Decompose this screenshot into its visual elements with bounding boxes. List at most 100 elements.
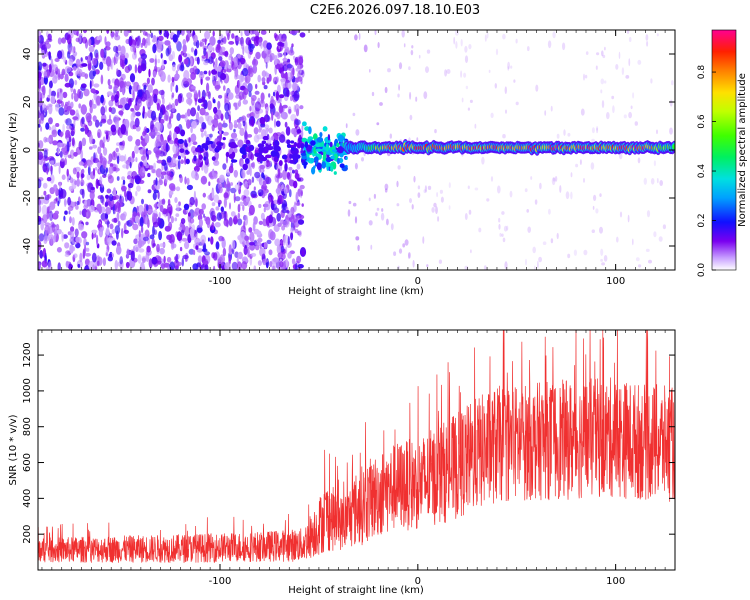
heatmap-cell xyxy=(154,88,158,93)
heatmap-cell xyxy=(57,37,62,45)
heatmap-cell xyxy=(130,44,136,53)
heatmap-cell xyxy=(100,118,107,124)
heatmap-cell xyxy=(384,183,389,190)
heatmap-cell xyxy=(225,155,229,164)
heatmap-cell xyxy=(135,97,138,106)
heatmap-cell xyxy=(172,34,178,43)
snr-y-label: SNR (10 * v/v) xyxy=(8,414,19,485)
heatmap-cell xyxy=(107,160,111,165)
heatmap-cell xyxy=(126,175,132,180)
heatmap-cell xyxy=(114,201,121,213)
heatmap-cell xyxy=(179,246,183,252)
heatmap-cell xyxy=(635,257,640,262)
heatmap-cell xyxy=(157,58,161,64)
heatmap-cell xyxy=(158,177,162,184)
heatmap-cell xyxy=(295,262,298,270)
heatmap-cell xyxy=(132,245,136,252)
heatmap-cell xyxy=(282,220,288,228)
heatmap-cell xyxy=(583,73,585,81)
heatmap-cell xyxy=(73,88,76,95)
heatmap-cell xyxy=(289,159,295,164)
spectrogram-heatmap xyxy=(38,30,675,270)
heatmap-cell xyxy=(245,37,252,46)
heatmap-cell xyxy=(552,177,556,182)
heatmap-cell xyxy=(90,88,96,94)
heatmap-cell xyxy=(244,130,248,141)
heatmap-cell xyxy=(92,57,97,66)
heatmap-cell xyxy=(439,189,443,194)
heatmap-cell xyxy=(228,92,234,100)
heatmap-cell xyxy=(253,127,259,135)
heatmap-cell xyxy=(446,69,451,74)
heatmap-cell xyxy=(70,226,75,233)
heatmap-cell xyxy=(241,169,246,178)
heatmap-cell xyxy=(339,163,345,168)
heatmap-cell xyxy=(125,261,130,269)
heatmap-cell xyxy=(155,177,158,187)
heatmap-cell xyxy=(217,122,223,132)
heatmap-cell xyxy=(643,177,647,185)
heatmap-cell xyxy=(75,58,81,67)
heatmap-cell xyxy=(209,133,213,138)
heatmap-cell xyxy=(601,262,605,266)
heatmap-cell xyxy=(52,75,58,84)
heatmap-cell xyxy=(542,241,547,245)
heatmap-cell xyxy=(168,183,176,191)
heatmap-cell xyxy=(481,156,485,165)
heatmap-cell xyxy=(273,199,278,205)
heatmap-cell xyxy=(179,175,183,184)
heatmap-cell xyxy=(580,108,585,116)
heatmap-cell xyxy=(412,260,415,268)
heatmap-cell xyxy=(182,254,189,260)
heatmap-cell xyxy=(119,256,123,265)
heatmap-cell xyxy=(505,109,507,114)
y-tick-label: 600 xyxy=(22,453,33,472)
heatmap-cell xyxy=(304,141,309,149)
heatmap-cell xyxy=(286,139,291,145)
heatmap-cell xyxy=(265,176,272,185)
heatmap-cell xyxy=(124,65,131,74)
heatmap-cell xyxy=(126,248,130,258)
heatmap-cell xyxy=(294,103,300,113)
heatmap-cell xyxy=(111,218,119,223)
heatmap-cell xyxy=(425,66,429,73)
heatmap-cell xyxy=(256,134,263,140)
heatmap-cell xyxy=(198,89,201,98)
heatmap-cell xyxy=(68,185,74,192)
heatmap-cell xyxy=(59,150,63,158)
heatmap-cell xyxy=(111,240,117,246)
snr-series-line xyxy=(38,330,675,563)
heatmap-cell xyxy=(224,50,229,58)
heatmap-cell xyxy=(66,168,69,177)
heatmap-cell xyxy=(129,217,134,224)
heatmap-cell xyxy=(271,211,274,216)
heatmap-cell xyxy=(258,38,262,47)
heatmap-cell xyxy=(99,139,104,148)
heatmap-cell xyxy=(336,142,340,148)
heatmap-cell xyxy=(408,66,411,71)
heatmap-cell xyxy=(267,162,271,167)
heatmap-cell xyxy=(134,117,140,128)
heatmap-cell xyxy=(239,74,245,83)
heatmap-cell xyxy=(38,151,44,161)
heatmap-cell xyxy=(464,45,468,53)
heatmap-cell xyxy=(100,153,103,164)
heatmap-cell xyxy=(583,178,585,183)
heatmap-cell xyxy=(120,45,126,57)
heatmap-cell xyxy=(54,58,60,62)
snr-ticks: -100 0 100 200 400 600 800 1000 1200 xyxy=(22,330,676,587)
heatmap-cell xyxy=(424,185,427,193)
heatmap-cell xyxy=(290,227,294,233)
heatmap-cell xyxy=(237,122,242,130)
heatmap-cell xyxy=(619,211,623,218)
heatmap-cell xyxy=(298,189,301,195)
heatmap-cell xyxy=(298,137,303,143)
heatmap-cell xyxy=(105,227,110,236)
heatmap-cell xyxy=(140,53,147,60)
heatmap-cell xyxy=(64,157,67,166)
heatmap-cell xyxy=(494,83,497,89)
heatmap-cell xyxy=(280,245,285,253)
heatmap-cell xyxy=(180,159,185,164)
heatmap-cell xyxy=(186,30,193,34)
heatmap-cell xyxy=(208,140,214,145)
